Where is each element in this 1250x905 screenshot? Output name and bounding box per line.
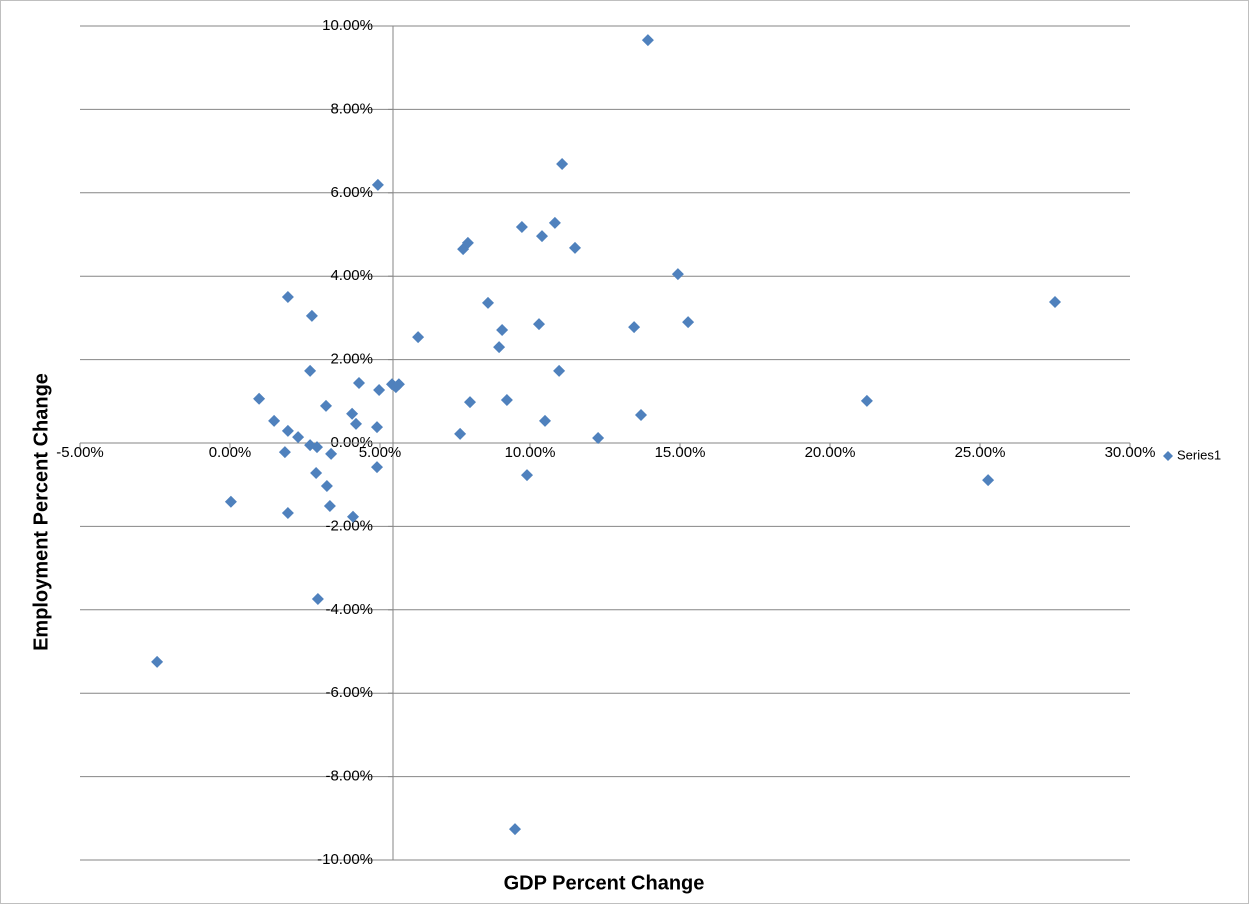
point [533, 318, 545, 331]
point [353, 376, 365, 389]
x-tick-label: 5.00% [359, 444, 402, 461]
point [305, 309, 318, 322]
x-tick-label: 15.00% [655, 444, 706, 461]
y-tick-label: 4.00% [330, 267, 373, 284]
point [641, 34, 654, 47]
point [325, 447, 338, 460]
point [536, 230, 548, 243]
point [556, 158, 569, 171]
point [682, 316, 695, 329]
point [311, 441, 323, 454]
point [320, 479, 333, 492]
point [635, 409, 647, 422]
x-axis-title: GDP Percent Change [504, 872, 705, 894]
point [304, 364, 317, 377]
y-tick-label: -6.00% [325, 684, 373, 701]
point [539, 414, 551, 427]
point [350, 417, 362, 430]
point [268, 414, 281, 427]
point [671, 268, 684, 281]
y-tick-label: -10.00% [317, 851, 373, 868]
point [347, 510, 359, 523]
point [151, 655, 164, 668]
point [311, 592, 324, 605]
x-tick-label: 20.00% [805, 444, 856, 461]
point [346, 407, 359, 420]
legend-label: Series1 [1177, 447, 1221, 462]
point [323, 499, 336, 512]
point [392, 378, 405, 391]
x-tick-label: -5.00% [56, 444, 104, 461]
point [548, 216, 561, 229]
point [982, 474, 995, 487]
y-axis-title: Employment Percent Change [30, 373, 52, 651]
point [515, 220, 528, 233]
point [860, 394, 873, 407]
point [500, 394, 513, 407]
y-tick-label: 10.00% [322, 17, 373, 34]
point [371, 421, 383, 434]
point [281, 291, 294, 304]
point [569, 241, 581, 254]
x-tick-label: 10.00% [505, 444, 556, 461]
point [628, 321, 641, 334]
point [592, 431, 605, 444]
point [373, 384, 386, 397]
point [493, 341, 506, 354]
y-tick-label: 2.00% [330, 351, 373, 368]
point [310, 467, 323, 480]
point [461, 236, 474, 249]
point [521, 469, 533, 482]
x-tick-label: 25.00% [955, 444, 1006, 461]
x-tick-label: 0.00% [209, 444, 252, 461]
point [1049, 296, 1061, 309]
y-tick-label: -8.00% [325, 768, 373, 785]
point [412, 331, 425, 344]
point [281, 507, 294, 520]
y-tick-label: -2.00% [325, 517, 373, 534]
point [253, 392, 266, 405]
point [292, 431, 305, 444]
point [371, 461, 383, 474]
point [496, 323, 509, 336]
point [509, 823, 521, 836]
point [278, 446, 291, 459]
point [553, 364, 566, 377]
y-tick-label: 0.00% [330, 434, 373, 451]
point [281, 424, 294, 437]
point [454, 427, 467, 440]
point [320, 399, 332, 412]
point [224, 495, 237, 508]
y-tick-label: 6.00% [330, 184, 373, 201]
point [371, 178, 384, 191]
point [464, 396, 476, 409]
y-tick-label: 8.00% [330, 100, 373, 117]
point [482, 296, 494, 309]
y-tick-label: -4.00% [325, 601, 373, 618]
legend-marker [1163, 451, 1173, 461]
x-tick-label: 30.00% [1105, 444, 1156, 461]
